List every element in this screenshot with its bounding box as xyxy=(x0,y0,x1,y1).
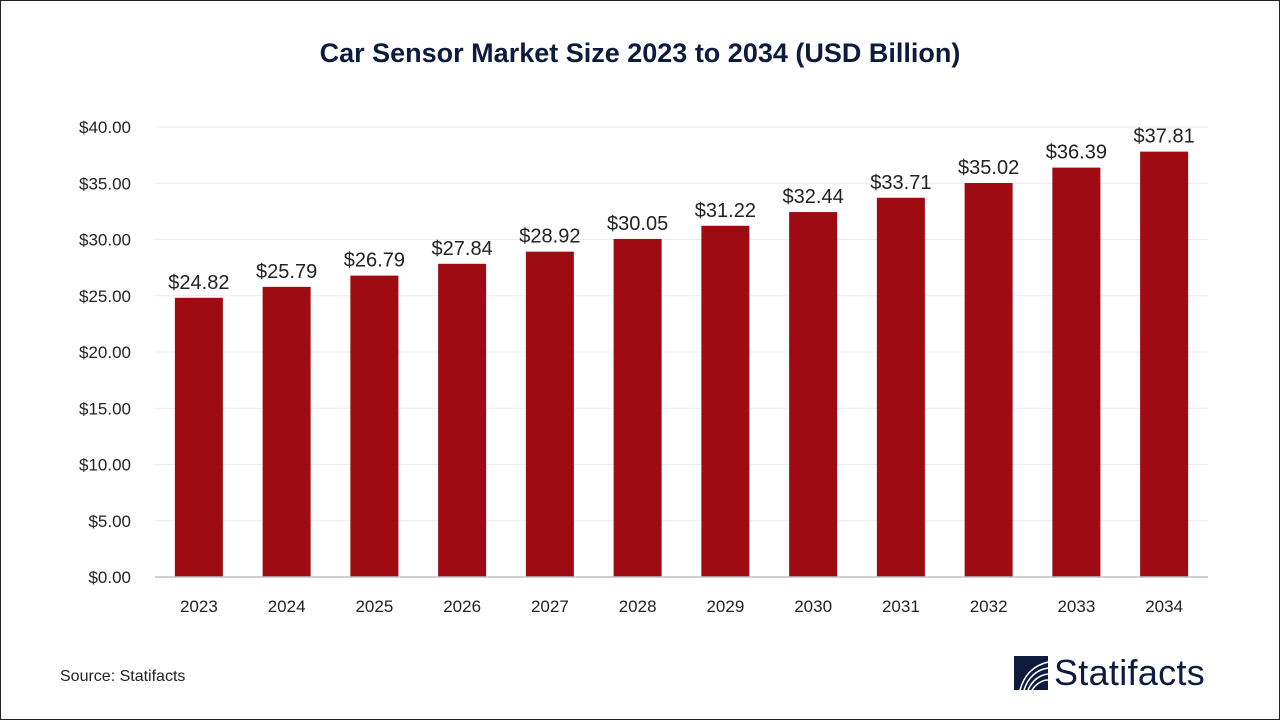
y-tick-label: $10.00 xyxy=(79,456,131,475)
bar xyxy=(262,286,311,577)
data-label: $24.82 xyxy=(168,272,229,294)
source-note: Source: Statifacts xyxy=(60,668,186,685)
y-tick-label: $20.00 xyxy=(79,343,131,362)
chart-title: Car Sensor Market Size 2023 to 2034 (USD… xyxy=(319,38,961,68)
bar xyxy=(701,225,750,577)
data-label: $28.92 xyxy=(519,226,580,248)
data-label: $30.05 xyxy=(607,213,668,235)
y-tick-label: $35.00 xyxy=(79,174,131,193)
data-label: $33.71 xyxy=(870,172,931,194)
bar xyxy=(525,251,574,577)
y-tick-label: $40.00 xyxy=(79,118,131,137)
bar xyxy=(789,212,838,578)
x-tick-label: 2026 xyxy=(443,597,481,616)
x-tick-label: 2031 xyxy=(882,597,920,616)
bar xyxy=(350,275,399,577)
x-tick-label: 2034 xyxy=(1145,597,1183,616)
data-label: $36.39 xyxy=(1046,142,1107,164)
y-tick-label: $15.00 xyxy=(79,399,131,418)
bar xyxy=(174,297,223,577)
bar xyxy=(876,197,925,577)
statifacts-logo-icon xyxy=(1014,656,1048,690)
x-tick-label: 2030 xyxy=(794,597,832,616)
statifacts-logo: Statifacts xyxy=(1014,652,1205,694)
x-tick-label: 2024 xyxy=(268,597,306,616)
y-tick-label: $5.00 xyxy=(88,512,131,531)
bar xyxy=(964,183,1013,577)
data-label: $26.79 xyxy=(344,250,405,272)
x-tick-label: 2029 xyxy=(706,597,744,616)
data-label: $37.81 xyxy=(1134,126,1195,148)
bar xyxy=(1140,151,1189,577)
y-tick-label: $0.00 xyxy=(88,568,131,587)
bar xyxy=(1052,167,1101,578)
bar xyxy=(613,238,662,577)
bar xyxy=(438,263,487,577)
logo-text: Statifacts xyxy=(1054,652,1206,693)
data-label: $25.79 xyxy=(256,261,317,283)
x-tick-label: 2027 xyxy=(531,597,569,616)
data-label: $32.44 xyxy=(783,186,844,208)
data-label: $35.02 xyxy=(958,157,1019,179)
x-tick-label: 2023 xyxy=(180,597,218,616)
data-label: $27.84 xyxy=(432,238,493,260)
y-tick-label: $30.00 xyxy=(79,231,131,250)
y-tick-label: $25.00 xyxy=(79,287,131,306)
x-tick-label: 2028 xyxy=(619,597,657,616)
data-label: $31.22 xyxy=(695,200,756,222)
x-tick-label: 2033 xyxy=(1057,597,1095,616)
x-tick-label: 2032 xyxy=(970,597,1008,616)
x-tick-label: 2025 xyxy=(355,597,393,616)
